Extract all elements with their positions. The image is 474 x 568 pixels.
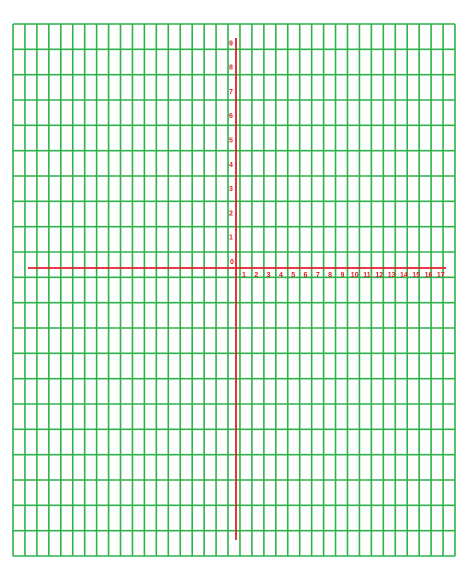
x-tick-label: 6 xyxy=(304,272,308,279)
x-tick-label: 13 xyxy=(388,272,396,279)
x-tick-label: 14 xyxy=(400,272,408,279)
y-tick-label: 9 xyxy=(229,40,233,47)
origin-label: 0 xyxy=(230,259,234,266)
x-tick-label: 12 xyxy=(375,272,383,279)
x-tick-label: 16 xyxy=(425,272,433,279)
x-tick-label: 10 xyxy=(351,272,359,279)
y-tick-label: 4 xyxy=(229,162,233,169)
y-tick-label: 1 xyxy=(229,235,233,242)
x-tick-label: 7 xyxy=(316,272,320,279)
y-tick-label: 3 xyxy=(229,186,233,193)
y-tick-label: 5 xyxy=(229,138,233,145)
x-tick-label: 8 xyxy=(328,272,332,279)
y-tick-label: 6 xyxy=(229,113,233,120)
x-tick-label: 11 xyxy=(363,272,371,279)
x-tick-label: 1 xyxy=(242,272,246,279)
axis-lines xyxy=(28,38,446,540)
x-tick-label: 2 xyxy=(254,272,258,279)
x-tick-label: 4 xyxy=(279,272,283,279)
x-tick-label: 5 xyxy=(291,272,295,279)
x-tick-label: 17 xyxy=(437,272,445,279)
x-tick-label: 9 xyxy=(340,272,344,279)
x-tick-label: 15 xyxy=(412,272,420,279)
y-tick-label: 8 xyxy=(229,65,233,72)
y-tick-label: 2 xyxy=(229,210,233,217)
x-tick-label: 3 xyxy=(267,272,271,279)
grid-lines xyxy=(12,23,456,557)
y-tick-label: 7 xyxy=(229,89,233,96)
